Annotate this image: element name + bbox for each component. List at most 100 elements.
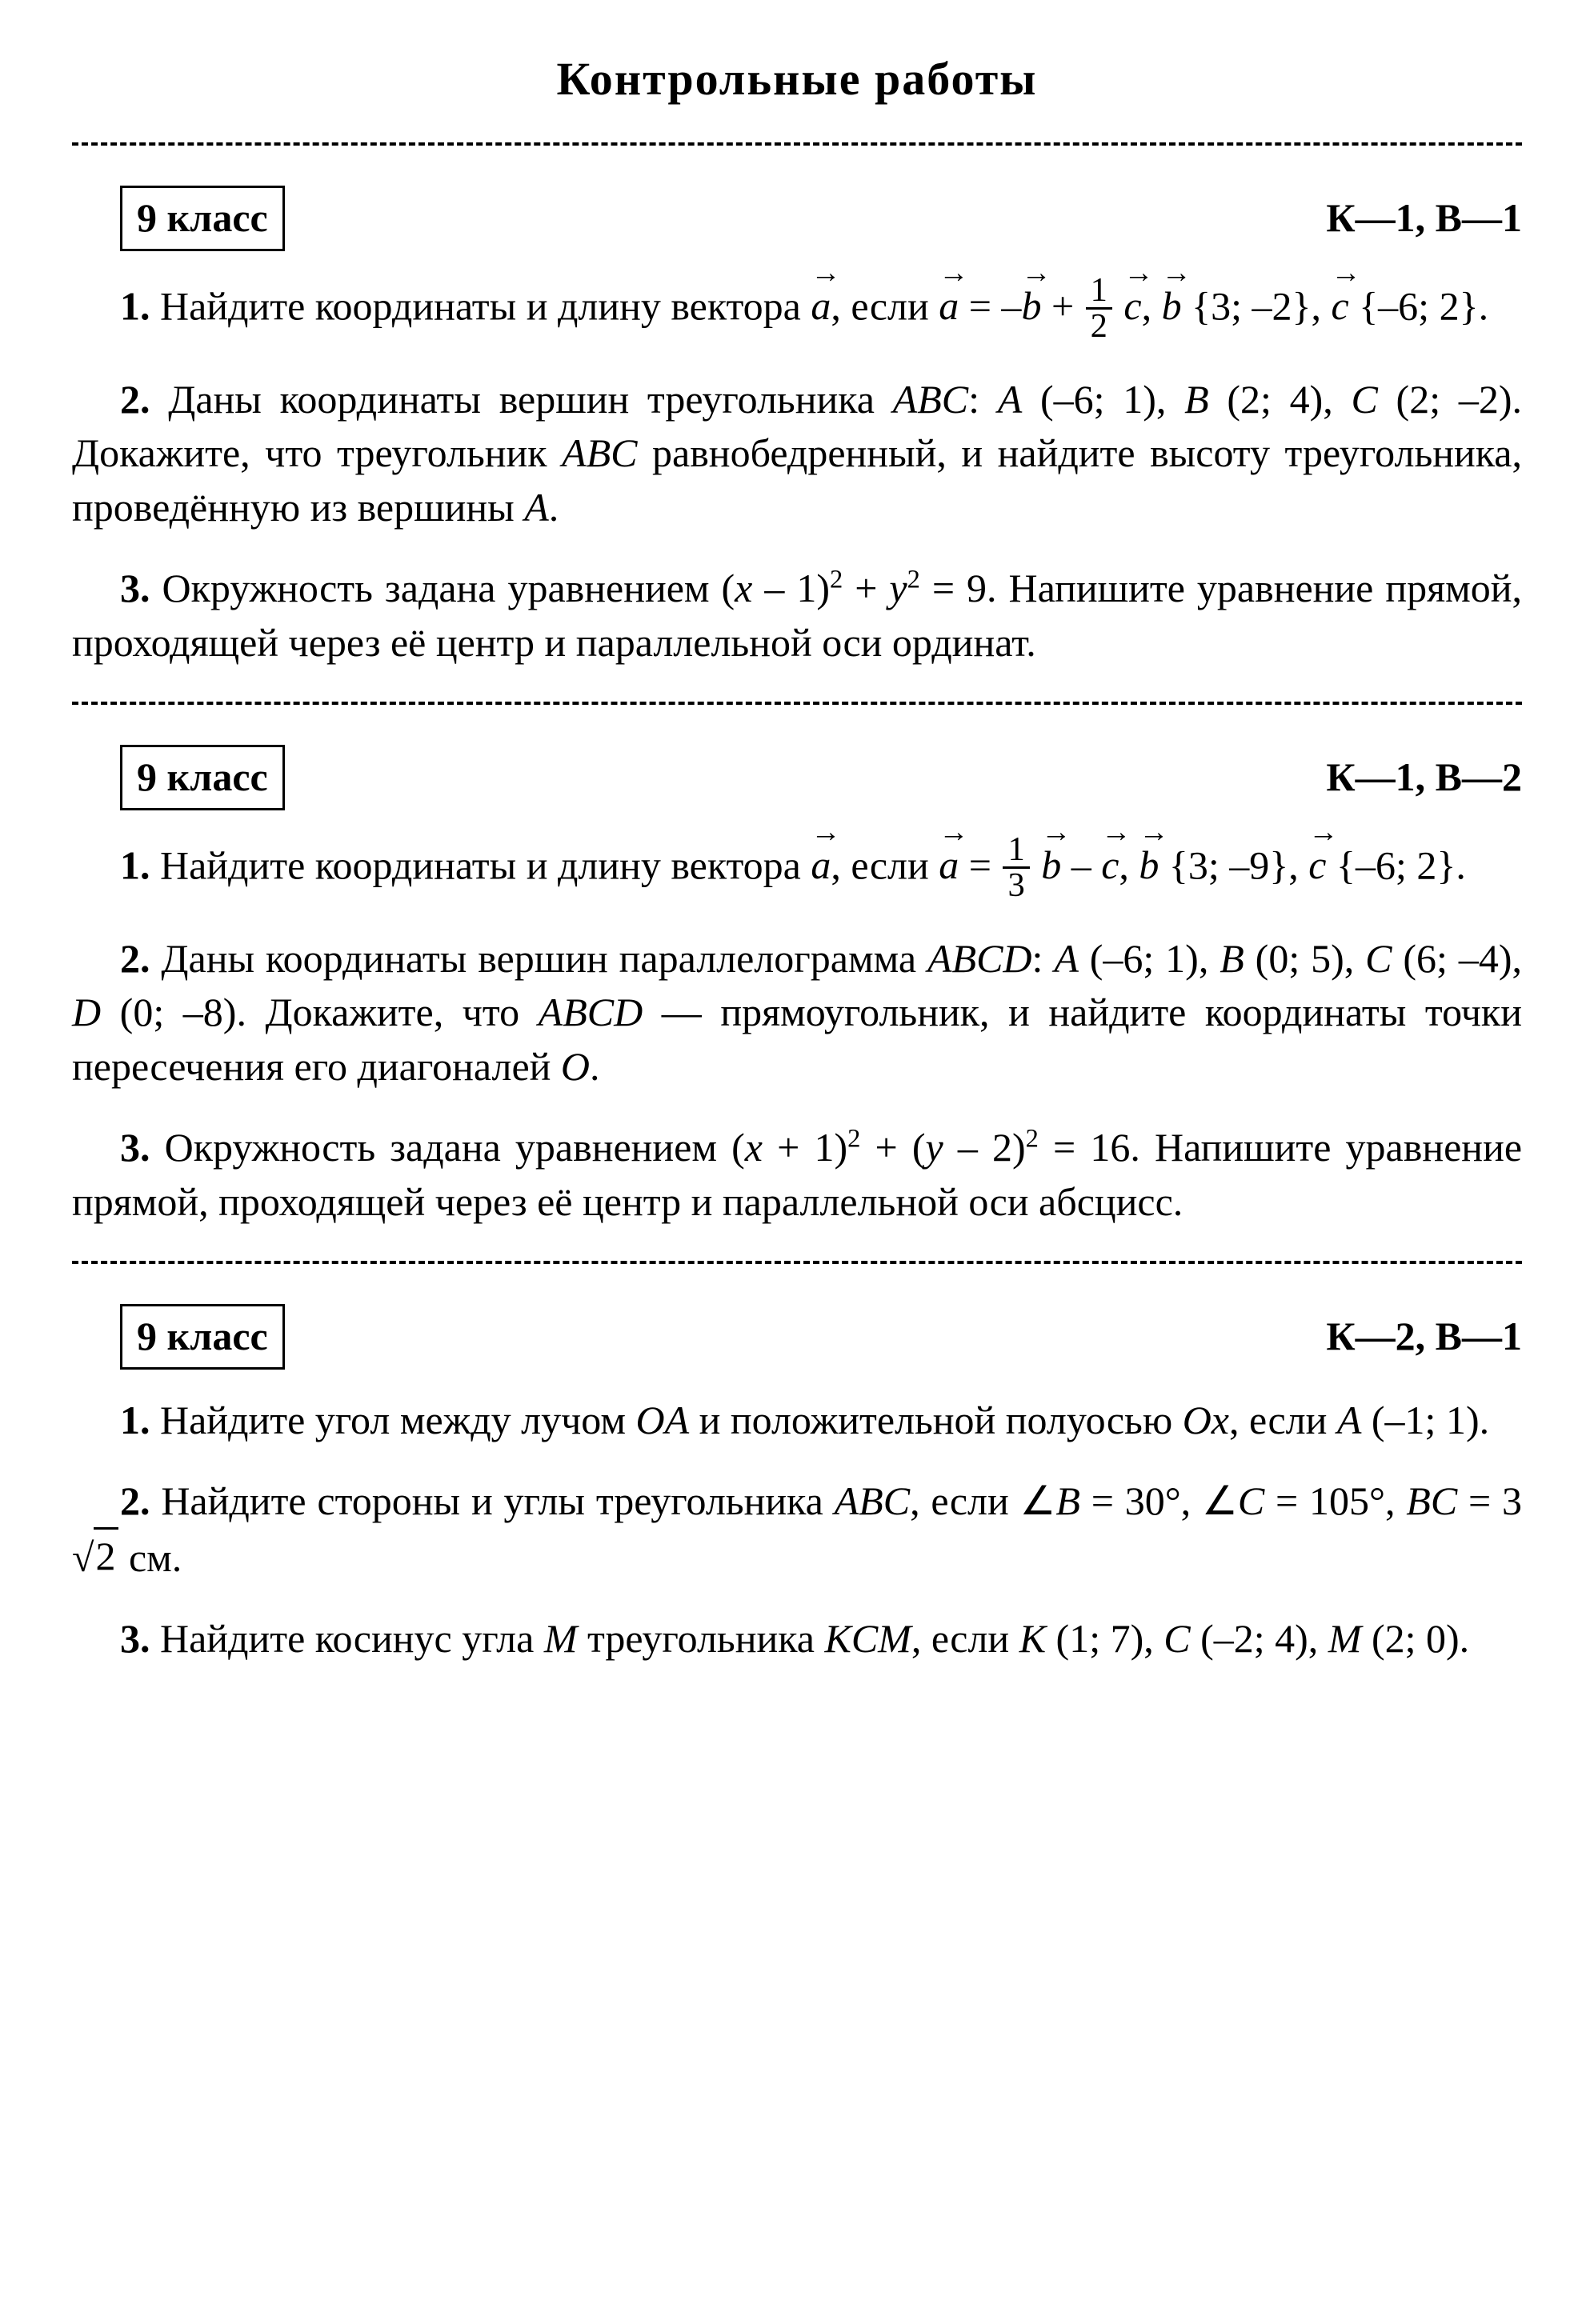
problem: 3. Окружность задана уравнением (x + 1)2… xyxy=(72,1121,1522,1229)
page: Контрольные работы 9 класс К—1, В—1 1. Н… xyxy=(0,0,1594,2324)
math-var: ABC xyxy=(893,377,968,422)
problem: 2. Даны координаты вершин параллелограмм… xyxy=(72,932,1522,1094)
grade-box: 9 класс xyxy=(120,1304,285,1370)
problem-text: {3; –2}, xyxy=(1182,283,1332,328)
problem-text: {–6; 2}. xyxy=(1326,842,1465,887)
math-var: OA xyxy=(635,1398,689,1442)
math-var: Ox xyxy=(1183,1398,1229,1442)
problem-text: (0; 5), xyxy=(1244,936,1365,981)
variant-label: К—1, В—2 xyxy=(1326,750,1522,805)
problem-text: Найдите координаты и длину вектора xyxy=(160,283,811,328)
problem-text: (0; –8). Докажите, что xyxy=(101,990,539,1034)
math-var: C xyxy=(1365,936,1392,981)
vector-b: →b xyxy=(1162,279,1182,334)
problem-text: – 1) xyxy=(752,566,830,610)
vector-arrow-icon: → xyxy=(1101,822,1119,843)
problem-number: 3. xyxy=(120,566,150,610)
problem-text: + xyxy=(843,566,889,610)
problem-number: 1. xyxy=(120,283,150,328)
problem-text: (2; 0). xyxy=(1361,1616,1469,1661)
problem-text: , если xyxy=(831,842,939,887)
vector-a: →a xyxy=(939,279,959,334)
problem-number: 1. xyxy=(120,842,150,887)
problem-text: = 3 xyxy=(1457,1478,1522,1523)
problem-text: Окружность задана уравнением ( xyxy=(165,1125,745,1170)
math-var: x xyxy=(735,566,752,610)
problem-text: Окружность задана уравнением ( xyxy=(162,566,735,610)
vector-arrow-icon: → xyxy=(939,822,959,843)
superscript: 2 xyxy=(830,566,843,594)
problem-text: = 30°, ∠ xyxy=(1080,1478,1238,1523)
problem-text: Даны координаты вершин параллелограмма xyxy=(161,936,927,981)
math-var: KCM xyxy=(824,1616,911,1661)
problem-text: (6; –4), xyxy=(1392,936,1522,981)
section-header: 9 класс К—2, В—1 xyxy=(120,1304,1522,1370)
math-var: A xyxy=(1054,936,1079,981)
divider xyxy=(72,142,1522,146)
problem-text: . xyxy=(590,1044,600,1089)
math-var: K xyxy=(1019,1616,1046,1661)
math-var: ABCD xyxy=(927,936,1032,981)
problem-text: + 1) xyxy=(763,1125,847,1170)
problem-text: – xyxy=(1061,842,1101,887)
math-var: ABC xyxy=(562,430,637,475)
problem-text: + xyxy=(1041,283,1083,328)
fraction: 12 xyxy=(1086,274,1112,344)
problem-text: , если ∠ xyxy=(910,1478,1055,1523)
problem-number: 3. xyxy=(120,1125,150,1170)
problem: 2. Найдите стороны и углы треугольника A… xyxy=(72,1474,1522,1585)
problem-text: = 105°, xyxy=(1264,1478,1406,1523)
math-var: B xyxy=(1055,1478,1080,1523)
section-header: 9 класс К—1, В—1 xyxy=(120,186,1522,251)
problem-text: {–6; 2}. xyxy=(1349,283,1488,328)
vector-arrow-icon: → xyxy=(1331,263,1348,284)
problem: 1. Найдите координаты и длину вектора →a… xyxy=(72,275,1522,346)
problem: 2. Даны координаты вершин треугольника A… xyxy=(72,373,1522,535)
vector-arrow-icon: → xyxy=(1139,822,1159,843)
problem-text: , xyxy=(1142,283,1162,328)
problem: 3. Найдите косинус угла M треугольника K… xyxy=(72,1612,1522,1666)
problem-text: Найдите стороны и углы треугольника xyxy=(161,1478,834,1523)
math-var: B xyxy=(1220,936,1244,981)
page-title: Контрольные работы xyxy=(72,48,1522,110)
vector-c: →c xyxy=(1123,279,1141,334)
vector-b: →b xyxy=(1139,838,1159,893)
problem-text: Найдите координаты и длину вектора xyxy=(160,842,811,887)
vector-b: →b xyxy=(1021,279,1041,334)
problem-text: + ( xyxy=(860,1125,925,1170)
math-var: ABCD xyxy=(539,990,643,1034)
math-var: D xyxy=(72,990,101,1034)
problem-text: – 2) xyxy=(943,1125,1026,1170)
problem-number: 2. xyxy=(120,1478,150,1523)
sqrt-icon: √ xyxy=(72,1535,94,1580)
superscript: 2 xyxy=(907,566,920,594)
problem-text: (1; 7), xyxy=(1046,1616,1163,1661)
vector-a: →a xyxy=(811,838,831,893)
problem-text: , если xyxy=(911,1616,1019,1661)
math-var: A xyxy=(998,377,1023,422)
vector-c: →c xyxy=(1308,838,1326,893)
vector-a: →a xyxy=(939,838,959,893)
sqrt: √2 xyxy=(72,1529,118,1586)
math-var: M xyxy=(1328,1616,1362,1661)
problem-text: треугольника xyxy=(577,1616,824,1661)
vector-b: →b xyxy=(1041,838,1061,893)
math-var: y xyxy=(926,1125,943,1170)
grade-box: 9 класс xyxy=(120,186,285,251)
section-header: 9 класс К—1, В—2 xyxy=(120,745,1522,810)
problem-text: (–2; 4), xyxy=(1191,1616,1328,1661)
problem-text: {3; –9}, xyxy=(1159,842,1308,887)
vector-arrow-icon: → xyxy=(1041,822,1061,843)
problem-number: 1. xyxy=(120,1398,150,1442)
math-var: x xyxy=(745,1125,763,1170)
problem: 1. Найдите координаты и длину вектора →a… xyxy=(72,834,1522,905)
problem-text: и положительной полуосью xyxy=(689,1398,1183,1442)
problem-text: Найдите угол между лучом xyxy=(160,1398,635,1442)
problem-text: (–6; 1), xyxy=(1079,936,1220,981)
problem-text: = xyxy=(959,842,1001,887)
vector-arrow-icon: → xyxy=(1021,263,1041,284)
math-var: C xyxy=(1351,377,1377,422)
superscript: 2 xyxy=(847,1125,860,1154)
problem: 1. Найдите угол между лучом OA и положит… xyxy=(72,1394,1522,1448)
math-var: ABC xyxy=(835,1478,910,1523)
